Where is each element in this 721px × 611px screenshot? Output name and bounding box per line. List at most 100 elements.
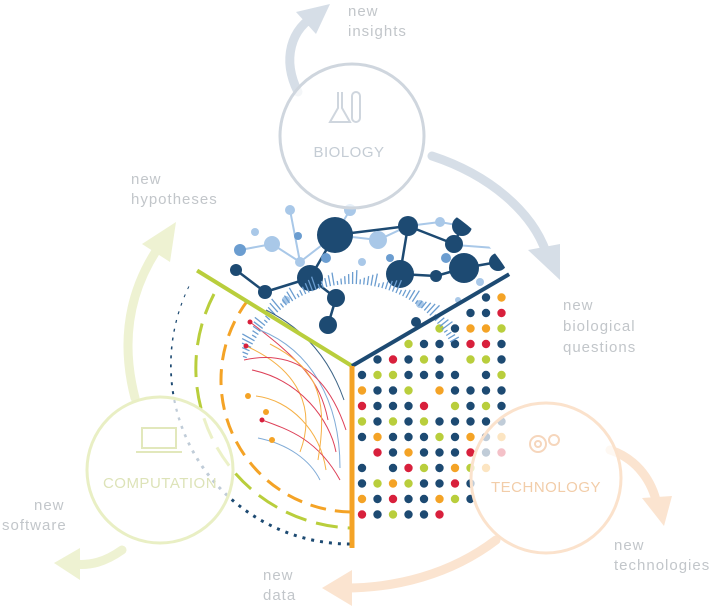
- chord-spike: [301, 286, 307, 295]
- grid-dot: [466, 386, 475, 395]
- grid-dot: [373, 355, 382, 364]
- grid-dot: [450, 448, 460, 457]
- chord-spike: [439, 319, 449, 327]
- grid-dot: [357, 401, 367, 411]
- chord-spike: [363, 277, 366, 285]
- grid-dot: [466, 401, 475, 411]
- grid-dot: [435, 463, 444, 473]
- chord-spike: [242, 351, 249, 355]
- grid-dot: [466, 339, 475, 349]
- computation-label: COMPUTATION: [103, 475, 217, 492]
- grid-dot: [497, 370, 506, 380]
- grid-dot: [419, 370, 429, 380]
- arrow-technology-to-data: [340, 535, 501, 593]
- chord-spike: [241, 346, 250, 352]
- grid-dot: [388, 494, 398, 504]
- chord-spike: [391, 280, 398, 292]
- grid-dot: [404, 339, 413, 349]
- grid-dot: [435, 448, 444, 457]
- arrow-head-technologies: [642, 496, 672, 526]
- grid-dot: [450, 324, 460, 333]
- chord-spike: [388, 280, 393, 291]
- chord-spike: [417, 300, 423, 307]
- chord-spike: [307, 279, 314, 292]
- chord-spike: [241, 337, 254, 345]
- grid-dot: [419, 401, 429, 411]
- laptop-icon: [136, 427, 182, 453]
- grid-dot: [497, 401, 506, 411]
- grid-dot: [450, 417, 460, 426]
- grid-dot: [357, 432, 367, 442]
- chord-spike: [299, 289, 303, 296]
- chord-spike: [267, 306, 276, 316]
- grid-dot: [481, 324, 491, 333]
- chord-spike: [355, 270, 358, 285]
- chord-spike: [271, 298, 282, 311]
- label-hypotheses: new hypotheses: [131, 171, 218, 208]
- grid-dot: [357, 510, 367, 519]
- chord-spike: [408, 289, 416, 301]
- grid-dot: [357, 417, 367, 426]
- chord-spike: [370, 274, 374, 286]
- chord-spike: [304, 283, 310, 293]
- grid-dot: [373, 432, 382, 442]
- grid-dot: [435, 494, 444, 504]
- grid-dot: [497, 339, 506, 349]
- grid-dot: [357, 463, 367, 473]
- grid-dot: [481, 339, 491, 349]
- chord-spike: [317, 283, 321, 289]
- chord-spike: [320, 280, 324, 288]
- flask-icon: [328, 91, 361, 123]
- grid-dot: [419, 494, 429, 504]
- grid-dot: [388, 355, 398, 364]
- chord-spike: [269, 302, 279, 313]
- chord-spike: [395, 279, 403, 294]
- computation-node: COMPUTATION: [85, 395, 235, 545]
- grid-dot: [435, 324, 444, 333]
- biology-label: BIOLOGY: [313, 144, 384, 161]
- grid-dot: [466, 355, 475, 364]
- chord-spike: [381, 282, 385, 289]
- grid-dot: [497, 308, 506, 318]
- chord-spike: [279, 303, 285, 308]
- chord-spike: [281, 299, 288, 306]
- grid-dot: [466, 417, 475, 426]
- biology-node: BIOLOGY: [278, 62, 426, 210]
- chord-spike: [441, 321, 453, 330]
- label-questions: new biological questions: [563, 297, 641, 356]
- grid-dot: [388, 432, 398, 442]
- grid-dot: [404, 417, 413, 426]
- grid-dot: [497, 293, 506, 302]
- grid-dot: [419, 355, 429, 364]
- grid-dot: [388, 401, 398, 411]
- grid-dot: [497, 355, 506, 364]
- grid-dot: [388, 448, 398, 457]
- grid-dot: [497, 324, 506, 333]
- grid-dot: [404, 370, 413, 380]
- chord-spike: [447, 333, 456, 340]
- chord-spike: [384, 281, 389, 290]
- grid-dot: [497, 386, 506, 395]
- grid-dot: [435, 432, 444, 442]
- grid-dot: [388, 510, 398, 519]
- divider-lime: [178, 258, 354, 368]
- arrow-head-insights: [296, 4, 330, 34]
- grid-dot: [388, 370, 398, 380]
- grid-dot: [450, 370, 460, 380]
- grid-dot: [435, 339, 444, 349]
- chord-spike: [405, 289, 411, 299]
- grid-dot: [373, 448, 382, 457]
- chord-spike: [252, 325, 261, 332]
- chord-spike: [331, 272, 335, 286]
- grid-dot: [388, 479, 398, 488]
- gears-icon: [529, 434, 560, 453]
- chord-spike: [336, 280, 339, 285]
- chord-spike: [286, 291, 294, 302]
- chord-spike: [377, 283, 380, 288]
- grid-dot: [481, 370, 491, 380]
- grid-dot: [481, 401, 491, 411]
- chord-spike: [253, 321, 264, 329]
- grid-dot: [404, 494, 413, 504]
- grid-dot: [357, 370, 367, 380]
